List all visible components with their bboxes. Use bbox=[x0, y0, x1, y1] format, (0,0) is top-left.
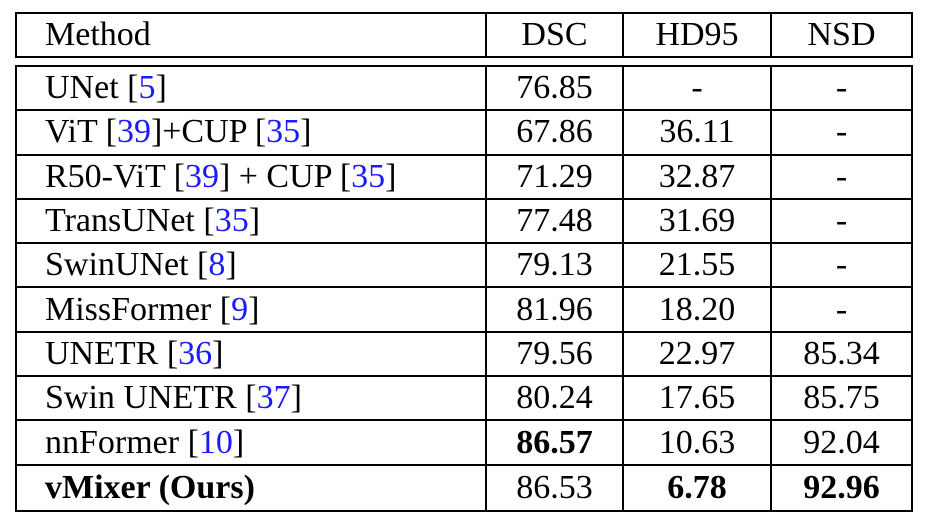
method-text: ] bbox=[290, 379, 302, 417]
dsc-cell: 79.13 bbox=[487, 244, 624, 287]
method-cell: Swin UNETR [37] bbox=[17, 377, 487, 420]
citation-link[interactable]: 35 bbox=[266, 113, 301, 151]
citation-link[interactable]: 5 bbox=[138, 69, 156, 107]
method-text: ] bbox=[300, 113, 312, 151]
method-text: R50-ViT [ bbox=[45, 157, 185, 195]
hd95-cell: 22.97 bbox=[624, 332, 772, 376]
header-nsd: NSD bbox=[807, 16, 876, 53]
method-text: UNet [ bbox=[45, 69, 139, 107]
method-text: Swin UNETR [ bbox=[45, 379, 257, 417]
method-text: UNETR [ bbox=[45, 334, 179, 372]
table-row: UNet [5] 76.85- - bbox=[17, 67, 911, 112]
nsd-cell: - bbox=[835, 246, 848, 284]
method-cell: MissFormer [9] bbox=[17, 288, 487, 331]
method-text: ] bbox=[225, 246, 237, 284]
table-row: nnFormer [10] 86.57 10.63 92.04 bbox=[17, 421, 911, 466]
nsd-cell: 85.75 bbox=[803, 379, 880, 417]
table-row: ViT [39]+CUP [35] 67.86 36.11- bbox=[17, 111, 911, 156]
results-table: Method DSC HD95 NSD UNet [5] 76.85- - ViT [… bbox=[15, 12, 913, 512]
dsc-cell: 67.86 bbox=[487, 111, 624, 154]
hd95-cell: - bbox=[624, 67, 772, 110]
header-dsc: DSC bbox=[487, 14, 624, 56]
nsd-cell: - bbox=[835, 202, 848, 240]
method-text: ] bbox=[248, 290, 260, 328]
method-cell: SwinUNet [8] bbox=[17, 244, 487, 287]
method-text: vMixer (Ours) bbox=[45, 468, 255, 506]
dsc-cell: 71.29 bbox=[487, 155, 624, 198]
dsc-cell: 80.24 bbox=[487, 377, 624, 420]
header-method: Method bbox=[17, 14, 487, 56]
citation-link[interactable]: 10 bbox=[198, 423, 233, 461]
method-text: ] bbox=[212, 334, 224, 372]
nsd-cell: 92.96 bbox=[803, 468, 880, 506]
dsc-cell: 79.56 bbox=[487, 332, 624, 376]
table-body: UNet [5] 76.85- - ViT [39]+CUP [35] 67.86 36.… bbox=[15, 65, 913, 512]
hd95-cell: 36.11 bbox=[624, 111, 772, 154]
dsc-cell: 81.96 bbox=[487, 288, 624, 331]
table-row: SwinUNet [8] 79.13 21.55- bbox=[17, 244, 911, 289]
method-cell: TransUNet [35] bbox=[17, 199, 487, 243]
nsd-cell: 92.04 bbox=[803, 423, 880, 461]
citation-link[interactable]: 35 bbox=[351, 157, 386, 195]
method-cell: UNet [5] bbox=[17, 67, 487, 110]
dsc-cell: 86.57 bbox=[487, 421, 624, 464]
citation-link[interactable]: 37 bbox=[256, 379, 291, 417]
hd95-cell: 17.65 bbox=[624, 377, 772, 420]
nsd-cell: 85.34 bbox=[803, 334, 880, 372]
dsc-cell: 86.53 bbox=[487, 465, 624, 510]
hd95-cell: 21.55 bbox=[624, 244, 772, 287]
method-text: ]+CUP [ bbox=[150, 113, 267, 151]
table-row: Swin UNETR [37] 80.24 17.65 85.75 bbox=[17, 377, 911, 422]
method-text: ] bbox=[248, 202, 261, 240]
method-cell: ViT [39]+CUP [35] bbox=[17, 111, 487, 154]
method-text: ] bbox=[232, 423, 245, 461]
hd95-cell: 18.20 bbox=[624, 288, 772, 331]
table-row: R50-ViT [39] + CUP [35] 71.29 32.87- bbox=[17, 155, 911, 200]
method-text: TransUNet [ bbox=[45, 202, 215, 240]
citation-link[interactable]: 35 bbox=[214, 202, 249, 240]
method-text: SwinUNet [ bbox=[45, 246, 209, 284]
citation-link[interactable]: 39 bbox=[116, 113, 151, 151]
nsd-cell: - bbox=[835, 290, 848, 328]
hd95-cell: 31.69 bbox=[624, 199, 772, 243]
method-cell: nnFormer [10] bbox=[17, 421, 487, 464]
method-cell: UNETR [36] bbox=[17, 332, 487, 376]
hd95-cell: 32.87 bbox=[624, 155, 772, 198]
dsc-cell: 77.48 bbox=[487, 199, 624, 243]
citation-link[interactable]: 39 bbox=[184, 157, 219, 195]
hd95-cell: 10.63 bbox=[624, 421, 772, 464]
method-text: nnFormer [ bbox=[45, 423, 199, 461]
dsc-cell: 76.85 bbox=[487, 67, 624, 110]
table-row: TransUNet [35] 77.48 31.69- bbox=[17, 199, 911, 245]
table-row: MissFormer [9] 81.96 18.20- bbox=[17, 288, 911, 333]
citation-link[interactable]: 8 bbox=[208, 246, 226, 284]
table-header: Method DSC HD95 NSD bbox=[15, 12, 913, 58]
citation-link[interactable]: 9 bbox=[231, 290, 249, 328]
table-row: UNETR [36] 79.56 22.97 85.34 bbox=[17, 332, 911, 378]
table-row: vMixer (Ours) 86.53 6.78 92.96 bbox=[17, 465, 911, 510]
method-text: MissFormer [ bbox=[45, 290, 232, 328]
citation-link[interactable]: 36 bbox=[178, 334, 213, 372]
method-text: ] + CUP [ bbox=[218, 157, 352, 195]
method-text: ] bbox=[385, 157, 397, 195]
method-text: ] bbox=[155, 69, 167, 107]
method-cell: R50-ViT [39] + CUP [35] bbox=[17, 155, 487, 198]
hd95-cell: 6.78 bbox=[624, 465, 772, 510]
method-text: ViT [ bbox=[45, 113, 117, 151]
method-cell: vMixer (Ours) bbox=[17, 465, 487, 510]
nsd-cell: - bbox=[835, 69, 848, 107]
header-hd95: HD95 bbox=[624, 14, 772, 56]
nsd-cell: - bbox=[835, 113, 848, 151]
nsd-cell: - bbox=[835, 157, 848, 195]
